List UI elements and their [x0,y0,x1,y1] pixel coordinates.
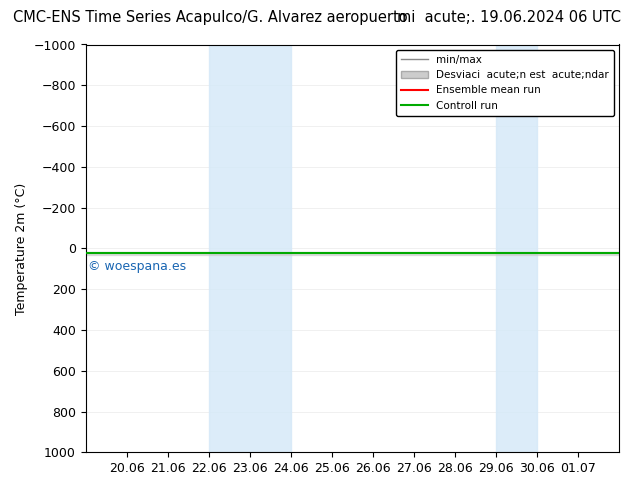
Bar [209,45,291,452]
Text: mi  acute;. 19.06.2024 06 UTC: mi acute;. 19.06.2024 06 UTC [398,10,621,25]
Y-axis label: Temperature 2m (°C): Temperature 2m (°C) [15,182,28,315]
Text: © woespana.es: © woespana.es [87,260,186,272]
Text: CMC-ENS Time Series Acapulco/G. Alvarez aeropuerto: CMC-ENS Time Series Acapulco/G. Alvarez … [13,10,407,25]
Legend: min/max, Desviaci  acute;n est  acute;ndar, Ensemble mean run, Controll run: min/max, Desviaci acute;n est acute;ndar… [396,49,614,116]
Bar [496,45,537,452]
